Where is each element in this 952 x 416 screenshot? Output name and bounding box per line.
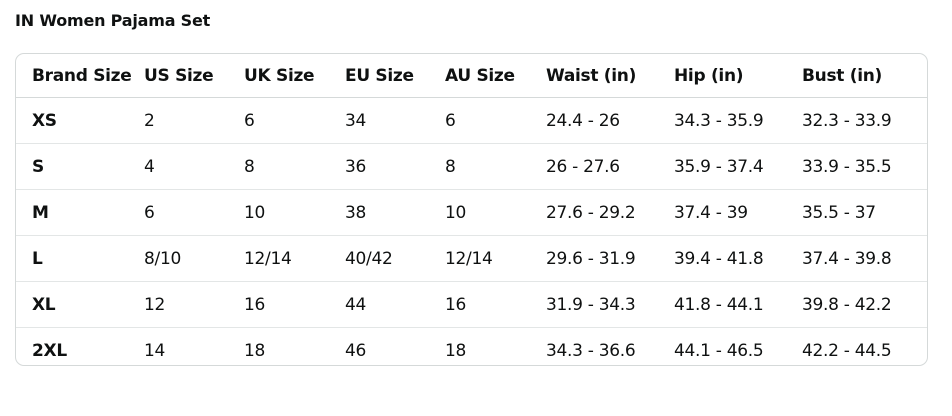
- table-cell: 41.8 - 44.1: [674, 281, 802, 328]
- table-cell: 26 - 27.6: [546, 143, 674, 190]
- column-header: Waist (in): [546, 65, 637, 86]
- table-cell: 31.9 - 34.3: [546, 281, 674, 328]
- table-cell: 39.4 - 41.8: [674, 235, 802, 282]
- column-header: EU Size: [345, 65, 414, 86]
- table-cell: 18: [445, 327, 546, 365]
- table-row: M 6 10 38 10 27.6 - 29.2 37.4 - 39 35.5 - 37: [16, 189, 927, 236]
- table-cell: 8: [244, 143, 345, 190]
- table-cell: 24.4 - 26: [546, 97, 674, 144]
- table-cell: 34.3 - 35.9: [674, 97, 802, 144]
- table-cell: 18: [244, 327, 345, 365]
- table-cell: 6: [445, 97, 546, 144]
- brand-size-cell: 2XL: [16, 327, 144, 365]
- table-cell: 2: [144, 97, 244, 144]
- table-cell: 40/42: [345, 235, 445, 282]
- table-row: 2XL 14 18 46 18 34.3 - 36.6 44.1 - 46.5 42.2 - …: [16, 327, 927, 365]
- table-cell: 44: [345, 281, 445, 328]
- table-cell: 33.9 - 35.5: [802, 143, 927, 190]
- table-cell: 6: [144, 189, 244, 236]
- table-cell: 27.6 - 29.2: [546, 189, 674, 236]
- column-header: Brand Size: [32, 65, 132, 86]
- table-header-row: Brand Size US Size UK Size EU Size AU Size Wa…: [16, 54, 927, 98]
- column-header: UK Size: [244, 65, 315, 86]
- size-chart-table: Brand Size US Size UK Size EU Size AU Size Wa…: [15, 53, 928, 366]
- table-cell: 37.4 - 39: [674, 189, 802, 236]
- column-header: AU Size: [445, 65, 515, 86]
- table-cell: 10: [244, 189, 345, 236]
- brand-size-cell: XS: [16, 97, 144, 144]
- brand-size-cell: XL: [16, 281, 144, 328]
- column-header: Hip (in): [674, 65, 744, 86]
- table-cell: 44.1 - 46.5: [674, 327, 802, 365]
- table-cell: 34: [345, 97, 445, 144]
- table-cell: 35.9 - 37.4: [674, 143, 802, 190]
- brand-size-cell: S: [16, 143, 144, 190]
- table-cell: 12/14: [445, 235, 546, 282]
- page-title: IN Women Pajama Set: [15, 11, 211, 30]
- table-cell: 8: [445, 143, 546, 190]
- table-cell: 12/14: [244, 235, 345, 282]
- table-cell: 6: [244, 97, 345, 144]
- table-cell: 32.3 - 33.9: [802, 97, 927, 144]
- table-cell: 8/10: [144, 235, 244, 282]
- table-row: XS 2 6 34 6 24.4 - 26 34.3 - 35.9 32.3 - 33.9: [16, 97, 927, 144]
- column-header: US Size: [144, 65, 214, 86]
- table-cell: 42.2 - 44.5: [802, 327, 927, 365]
- table-cell: 10: [445, 189, 546, 236]
- table-cell: 29.6 - 31.9: [546, 235, 674, 282]
- table-cell: 39.8 - 42.2: [802, 281, 927, 328]
- table-cell: 46: [345, 327, 445, 365]
- table-cell: 37.4 - 39.8: [802, 235, 927, 282]
- column-header: Bust (in): [802, 65, 882, 86]
- table-cell: 35.5 - 37: [802, 189, 927, 236]
- brand-size-cell: L: [16, 235, 144, 282]
- table-row: XL 12 16 44 16 31.9 - 34.3 41.8 - 44.1 39.8 - 4…: [16, 281, 927, 328]
- brand-size-cell: M: [16, 189, 144, 236]
- table-cell: 4: [144, 143, 244, 190]
- table-cell: 36: [345, 143, 445, 190]
- table-cell: 14: [144, 327, 244, 365]
- table-cell: 12: [144, 281, 244, 328]
- table-cell: 38: [345, 189, 445, 236]
- table-cell: 16: [445, 281, 546, 328]
- table-cell: 34.3 - 36.6: [546, 327, 674, 365]
- table-row: L 8/10 12/14 40/42 12/14 29.6 - 31.9 39.4 - 41…: [16, 235, 927, 282]
- table-cell: 16: [244, 281, 345, 328]
- table-row: S 4 8 36 8 26 - 27.6 35.9 - 37.4 33.9 - 35.5: [16, 143, 927, 190]
